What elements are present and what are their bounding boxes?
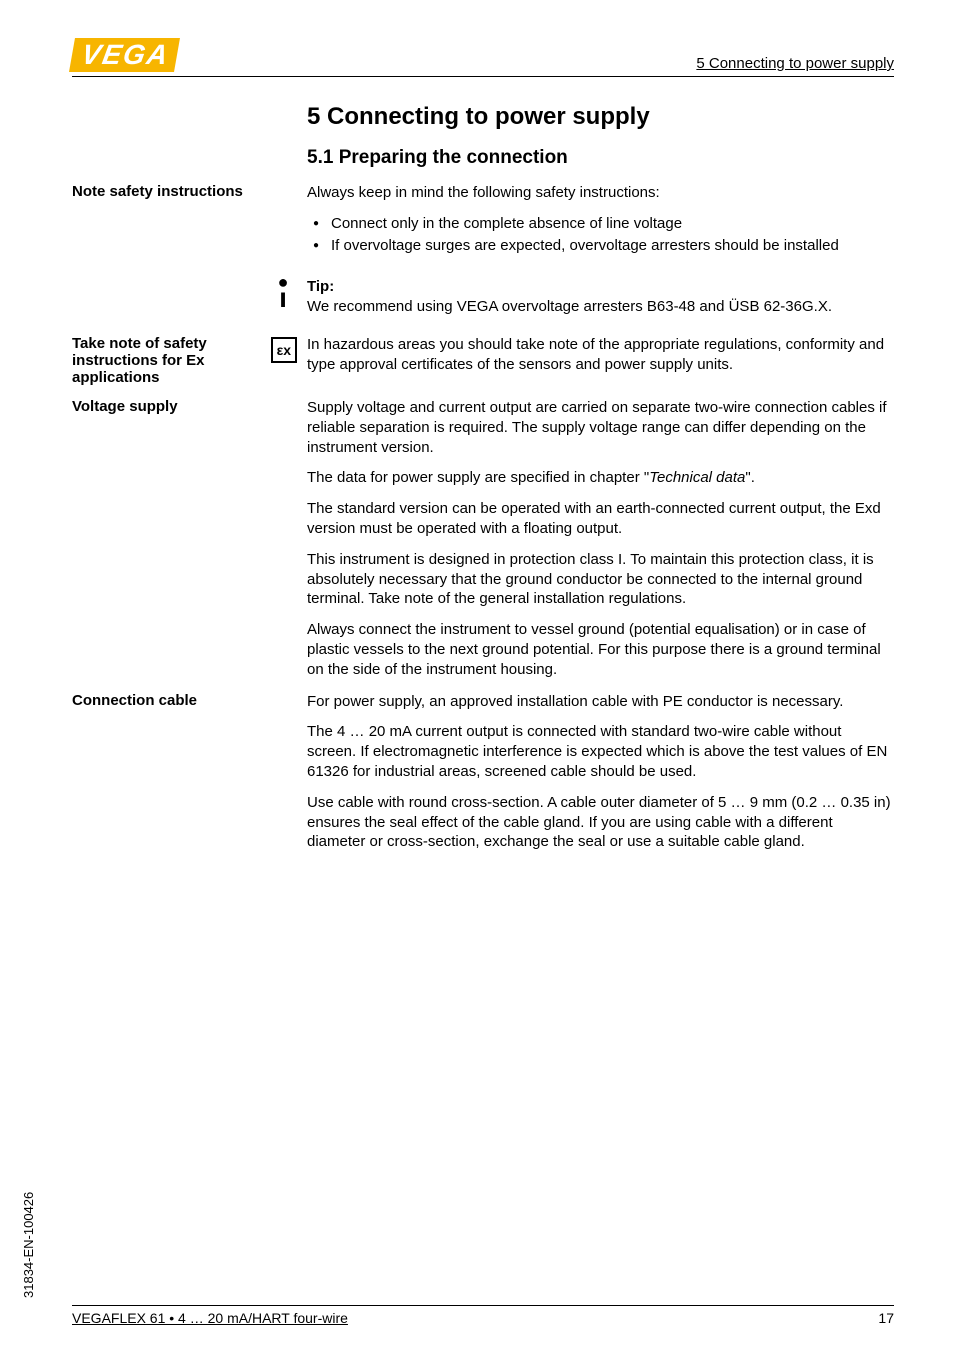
- cable-p2: The 4 … 20 mA current output is connecte…: [307, 722, 894, 781]
- section-safety: Note safety instructions Always keep in …: [72, 183, 894, 265]
- ex-badge-icon: εx: [271, 337, 297, 363]
- side-label-ex-text: Take note of safety instructions for Ex …: [72, 335, 263, 386]
- safety-bullets: Connect only in the complete absence of …: [307, 214, 894, 256]
- vertical-doc-code: 31834-EN-100426: [21, 1192, 36, 1298]
- section-cable: Connection cable For power supply, an ap…: [72, 692, 894, 853]
- side-label-cable-text: Connection cable: [72, 692, 297, 709]
- side-label-safety-text: Note safety instructions: [72, 183, 297, 200]
- voltage-p3: The standard version can be operated wit…: [307, 499, 894, 539]
- body-voltage: Supply voltage and current output are ca…: [307, 398, 894, 680]
- ex-body: In hazardous areas you should take note …: [307, 335, 894, 375]
- side-label-cable: Connection cable: [72, 692, 307, 709]
- side-label-safety: Note safety instructions: [72, 183, 307, 200]
- section-tip: ● ı Tip: We recommend using VEGA overvol…: [72, 277, 894, 317]
- body-safety: Always keep in mind the following safety…: [307, 183, 894, 265]
- safety-bullet-1: Connect only in the complete absence of …: [307, 214, 894, 234]
- heading-1: 5 Connecting to power supply: [307, 103, 894, 131]
- safety-intro: Always keep in mind the following safety…: [307, 183, 894, 203]
- tip-body: We recommend using VEGA overvoltage arre…: [307, 298, 832, 315]
- content: 5 Connecting to power supply 5.1 Prepari…: [72, 103, 894, 864]
- voltage-p1: Supply voltage and current output are ca…: [307, 398, 894, 457]
- safety-bullet-2: If overvoltage surges are expected, over…: [307, 236, 894, 256]
- footer-product: VEGAFLEX 61 • 4 … 20 mA/HART four-wire: [72, 1310, 348, 1326]
- page: VEGA 5 Connecting to power supply 5 Conn…: [0, 0, 954, 1354]
- header-bar: VEGA 5 Connecting to power supply: [72, 38, 894, 77]
- footer: VEGAFLEX 61 • 4 … 20 mA/HART four-wire 1…: [72, 1305, 894, 1326]
- side-label-voltage-text: Voltage supply: [72, 398, 297, 415]
- voltage-p2b: ".: [745, 469, 755, 486]
- side-label-voltage: Voltage supply: [72, 398, 307, 415]
- heading-2: 5.1 Preparing the connection: [307, 147, 894, 169]
- voltage-p2a: The data for power supply are specified …: [307, 469, 649, 486]
- voltage-p5: Always connect the instrument to vessel …: [307, 620, 894, 679]
- tip-label: Tip:: [307, 278, 334, 295]
- voltage-p2-italic: Technical data: [649, 469, 745, 486]
- cable-p3: Use cable with round cross-section. A ca…: [307, 793, 894, 852]
- side-tip-icon: ● ı: [72, 277, 307, 307]
- footer-page-number: 17: [878, 1310, 894, 1326]
- voltage-p2: The data for power supply are specified …: [307, 468, 894, 488]
- cable-p1: For power supply, an approved installati…: [307, 692, 894, 712]
- section-voltage: Voltage supply Supply voltage and curren…: [72, 398, 894, 680]
- body-ex: In hazardous areas you should take note …: [307, 335, 894, 375]
- side-label-ex: Take note of safety instructions for Ex …: [72, 335, 307, 386]
- info-icon-i: ı: [279, 290, 287, 307]
- running-head: 5 Connecting to power supply: [696, 55, 894, 72]
- brand-logo-text: VEGA: [69, 38, 180, 72]
- section-ex: Take note of safety instructions for Ex …: [72, 335, 894, 386]
- voltage-p4: This instrument is designed in protectio…: [307, 550, 894, 609]
- body-tip: Tip: We recommend using VEGA overvoltage…: [307, 277, 894, 317]
- info-icon: ● ı: [269, 277, 297, 307]
- brand-logo: VEGA: [72, 38, 177, 72]
- body-cable: For power supply, an approved installati…: [307, 692, 894, 853]
